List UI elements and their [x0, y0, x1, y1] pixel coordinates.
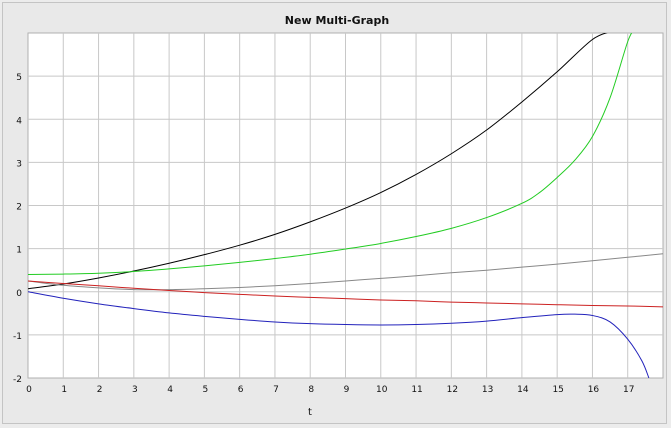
- x-tick-label: 11: [411, 385, 422, 395]
- y-tick-label: -1: [13, 332, 22, 342]
- x-tick-label: 12: [447, 385, 458, 395]
- x-tick-label: 13: [482, 385, 493, 395]
- y-tick-label: 0: [16, 289, 22, 299]
- x-tick-label: 1: [61, 385, 67, 395]
- x-tick-label: 6: [238, 385, 244, 395]
- x-tick-label: 0: [26, 385, 32, 395]
- y-tick-label: 4: [16, 116, 22, 126]
- series-line-3: [28, 253, 663, 291]
- line-chart: New Multi-Graph 0 1 2 3 4 5 6 7 8 9 10 11 12 13 14 15 16…: [13, 14, 664, 418]
- chart-panel: New Multi-Graph 0 1 2 3 4 5 6 7 8 9 10 11 12 13 14 15 16…: [2, 2, 667, 424]
- x-tick-label: 10: [376, 385, 388, 395]
- x-axis-label: t: [308, 407, 312, 418]
- x-tick-label: 14: [517, 385, 529, 395]
- chart-title: New Multi-Graph: [285, 14, 389, 27]
- x-tick-label: 3: [132, 385, 138, 395]
- y-tick-label: 2: [16, 203, 22, 213]
- grid-lines: [28, 33, 663, 378]
- y-tick-label: 5: [16, 73, 22, 83]
- y-tick-label: -2: [13, 375, 22, 385]
- x-tick-label: 5: [203, 385, 209, 395]
- x-tick-label: 7: [273, 385, 279, 395]
- x-tick-label: 9: [344, 385, 350, 395]
- x-tick-label: 16: [588, 385, 600, 395]
- y-tick-label: 1: [16, 246, 22, 256]
- y-tick-label: 3: [16, 159, 22, 169]
- series-line-4: [28, 280, 663, 308]
- x-tick-label: 8: [308, 385, 314, 395]
- x-tick-label: 2: [97, 385, 103, 395]
- series-line-5: [28, 291, 650, 378]
- x-tick-label: 15: [552, 385, 563, 395]
- x-tick-label: 17: [623, 385, 634, 395]
- series-lines: [28, 33, 663, 378]
- x-tick-label: 4: [167, 385, 173, 395]
- series-line-2: [28, 33, 633, 275]
